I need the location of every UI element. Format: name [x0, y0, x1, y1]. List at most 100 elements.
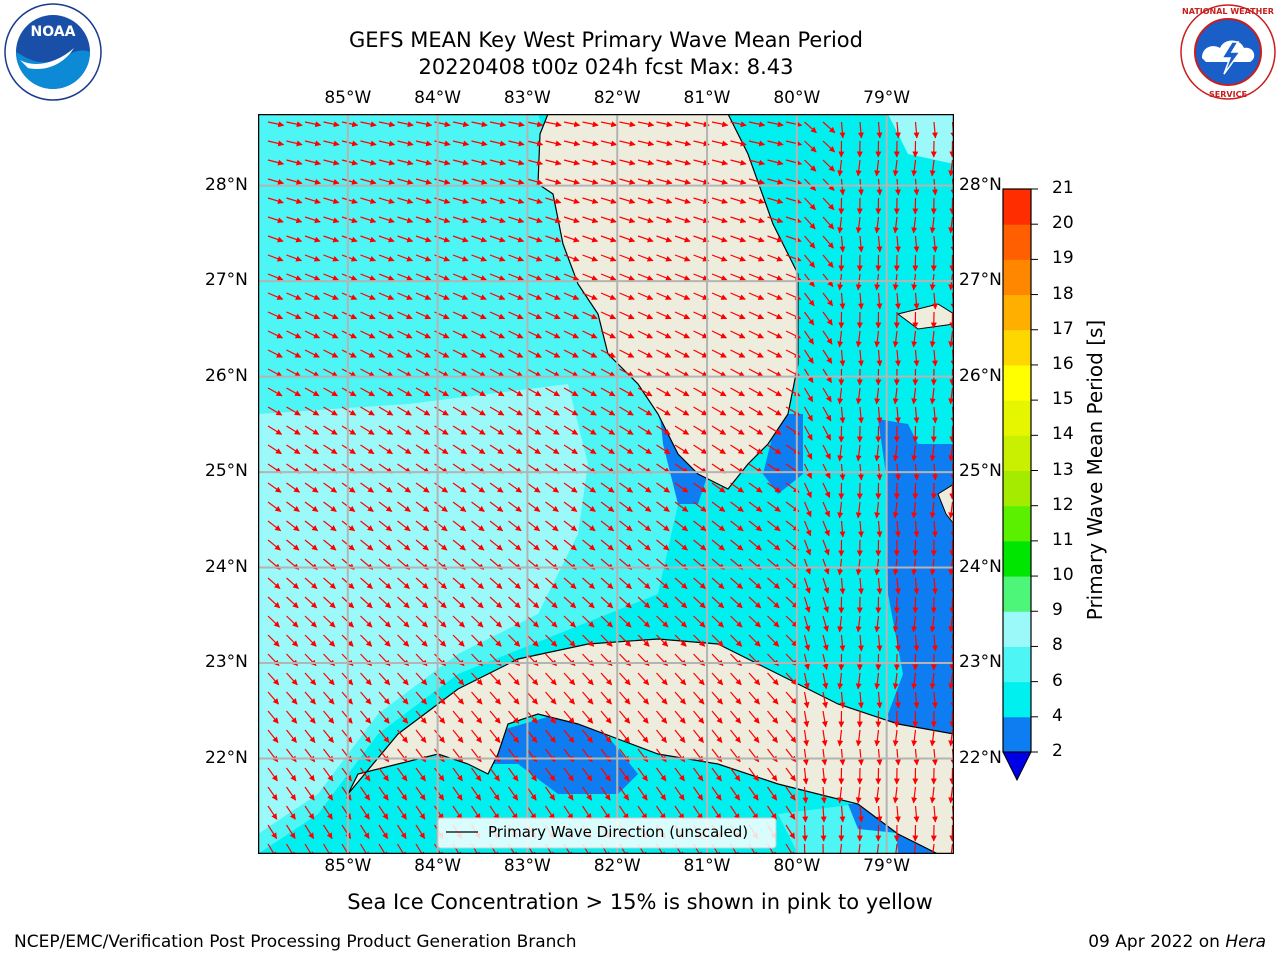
wave-arrow [911, 444, 918, 462]
wave-arrow [822, 425, 832, 441]
wave-arrow [674, 368, 690, 378]
wave-arrow [341, 197, 358, 204]
wave-arrow [619, 539, 633, 551]
wave-arrow [656, 482, 671, 493]
colorbar-title: Primary Wave Mean Period [s] [1083, 319, 1107, 621]
wave-arrow [711, 425, 727, 435]
wave-arrow [415, 178, 432, 185]
wave-arrow [911, 330, 918, 348]
wave-arrow [286, 159, 303, 166]
svg-text:NATIONAL WEATHER: NATIONAL WEATHER [1182, 7, 1274, 16]
colorbar-segment [1003, 189, 1031, 225]
wave-arrow [730, 159, 747, 166]
wave-arrow [563, 121, 581, 128]
wave-arrow [582, 197, 599, 204]
wave-arrow [397, 482, 412, 493]
lat-label-left: 26°N [205, 365, 248, 386]
wave-arrow [545, 197, 562, 204]
wave-arrow [341, 311, 358, 320]
wave-arrow [452, 178, 469, 185]
wave-arrow [341, 368, 357, 378]
wave-arrow [674, 406, 690, 416]
wave-arrow [600, 444, 615, 455]
wave-arrow [304, 406, 320, 416]
wave-arrow [839, 292, 846, 310]
wave-arrow [822, 349, 833, 364]
colorbar-segment [1003, 681, 1031, 718]
wave-arrow [582, 539, 596, 551]
wave-arrow [286, 520, 300, 532]
wave-arrow [894, 121, 901, 139]
wave-arrow [767, 349, 783, 358]
lat-label-left: 24°N [205, 556, 248, 577]
wave-arrow [360, 292, 376, 300]
wave-arrow [748, 425, 764, 435]
wave-arrow [267, 482, 282, 493]
wave-arrow [730, 387, 745, 397]
wave-arrow [730, 444, 745, 455]
wave-arrow [711, 216, 728, 224]
wave-arrow [323, 311, 339, 320]
legend-label: Primary Wave Direction (unscaled) [488, 823, 748, 841]
wave-arrow [286, 387, 301, 397]
wave-arrow [876, 178, 883, 196]
wave-arrow [471, 425, 486, 435]
wave-arrow [748, 406, 764, 416]
wave-arrow [656, 520, 670, 532]
wave-arrow [526, 501, 541, 513]
noaa-text: NOAA [31, 24, 76, 40]
wave-arrow [489, 235, 506, 243]
wave-arrow [837, 444, 844, 462]
wave-arrow [526, 520, 541, 532]
wave-arrow [378, 216, 395, 224]
wave-arrow [323, 577, 336, 590]
wave-arrow [508, 273, 524, 281]
wave-arrow [894, 349, 901, 367]
wave-arrow [304, 577, 318, 590]
wave-arrow [304, 292, 321, 300]
wave-arrow [767, 406, 782, 416]
wave-arrow [360, 273, 376, 281]
wave-arrow [637, 520, 652, 532]
wave-arrow [471, 539, 485, 551]
wave-arrow [489, 178, 506, 185]
wave-arrow [545, 482, 560, 493]
wave-arrow [730, 501, 744, 513]
wave-arrow [804, 254, 816, 268]
wave-arrow [526, 596, 540, 609]
wave-arrow [452, 311, 469, 320]
sea-ice-caption: Sea Ice Concentration > 15% is shown in … [347, 890, 933, 914]
wave-arrow [452, 140, 470, 147]
wave-arrow [267, 577, 281, 590]
wave-arrow [803, 520, 812, 537]
wave-arrow [341, 349, 357, 358]
wave-arrow [619, 387, 634, 397]
wave-arrow [822, 197, 835, 211]
lon-label-top: 84°W [414, 88, 462, 108]
wave-arrow [582, 349, 598, 358]
wave-arrow [637, 349, 653, 358]
wave-arrow [619, 482, 634, 493]
wave-arrow [674, 235, 691, 243]
colorbar-tick-label: 20 [1052, 213, 1074, 234]
wave-arrow [911, 501, 918, 519]
wave-arrow [619, 501, 633, 513]
wave-arrow [489, 292, 506, 300]
wave-arrow [489, 311, 506, 320]
wave-arrow [911, 159, 918, 177]
wave-arrow [582, 140, 599, 147]
wave-arrow [397, 235, 414, 243]
wave-arrow [286, 444, 301, 455]
wave-arrow [711, 273, 728, 281]
wave-arrow [693, 292, 709, 300]
wave-arrow [711, 140, 729, 147]
wave-arrow [931, 520, 938, 538]
field-8-9 [258, 384, 588, 834]
wave-arrow [267, 520, 282, 532]
wave-arrow [267, 444, 282, 455]
wave-arrow [489, 444, 504, 455]
wave-arrow [619, 216, 636, 224]
wave-arrow [711, 539, 725, 551]
wave-arrow [489, 406, 505, 416]
wave-arrow [267, 615, 280, 628]
